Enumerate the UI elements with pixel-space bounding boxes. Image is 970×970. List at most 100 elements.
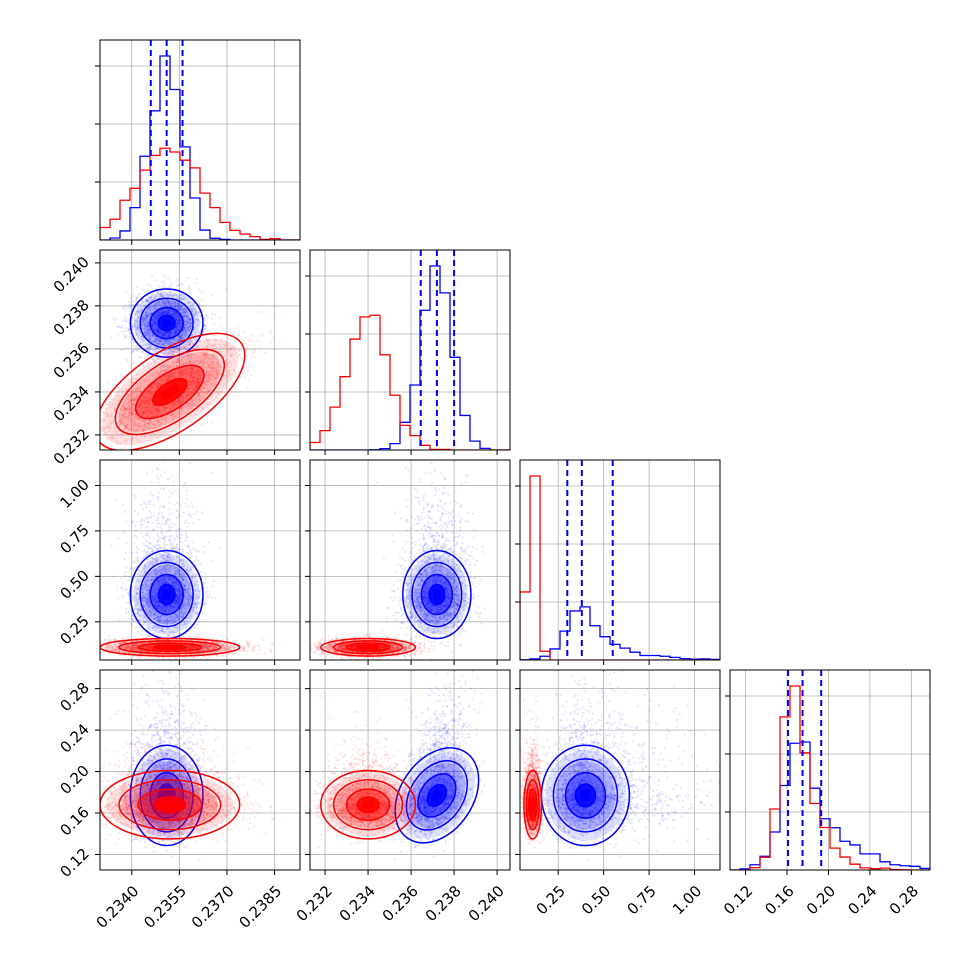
scatter-point xyxy=(96,438,98,440)
scatter-point xyxy=(175,303,178,306)
scatter-point xyxy=(160,312,163,315)
scatter-point xyxy=(168,291,172,294)
scatter-point xyxy=(158,310,162,313)
scatter-point xyxy=(193,333,197,336)
scatter-point xyxy=(167,366,170,370)
scatter-point xyxy=(179,325,182,328)
scatter-point xyxy=(196,312,200,315)
scatter-point xyxy=(145,320,148,323)
scatter-point xyxy=(156,311,159,314)
scatter-point xyxy=(163,339,166,342)
scatter-point xyxy=(191,310,194,314)
scatter-point xyxy=(154,295,158,298)
scatter-point xyxy=(143,305,146,308)
scatter-point xyxy=(170,305,173,308)
scatter-point xyxy=(176,346,179,349)
scatter-point xyxy=(246,355,249,358)
scatter-point xyxy=(178,309,181,312)
scatter-point xyxy=(161,309,164,312)
scatter-point xyxy=(173,305,176,308)
scatter-point xyxy=(168,330,171,334)
scatter-point xyxy=(150,340,153,343)
scatter-point xyxy=(149,334,152,337)
scatter-point xyxy=(179,297,182,300)
scatter-point xyxy=(169,342,172,345)
scatter-point xyxy=(172,313,175,316)
scatter-point xyxy=(119,374,122,377)
scatter-point xyxy=(142,316,145,319)
scatter-point xyxy=(154,326,157,329)
scatter-point xyxy=(183,346,186,350)
scatter-point xyxy=(167,334,170,338)
scatter-point xyxy=(170,300,174,304)
scatter-point xyxy=(118,325,121,328)
scatter-point xyxy=(155,329,158,332)
scatter-point xyxy=(176,329,179,332)
scatter-point xyxy=(183,332,186,335)
scatter-point xyxy=(183,294,186,298)
scatter-point xyxy=(161,335,164,338)
scatter-point xyxy=(127,329,130,332)
scatter-point xyxy=(152,349,155,352)
scatter-point xyxy=(185,330,188,333)
scatter-point xyxy=(191,307,195,310)
scatter-point xyxy=(172,293,175,297)
scatter-point xyxy=(154,315,157,318)
scatter-point xyxy=(147,344,151,347)
scatter-point xyxy=(112,317,115,320)
scatter-point xyxy=(144,314,148,317)
scatter-point xyxy=(162,334,166,337)
scatter-point xyxy=(183,327,187,330)
scatter-point xyxy=(193,331,196,334)
scatter-point xyxy=(167,308,170,312)
scatter-point xyxy=(174,326,178,329)
scatter-point xyxy=(182,336,185,339)
scatter-point xyxy=(164,312,167,315)
scatter-point xyxy=(176,337,179,340)
scatter-point xyxy=(153,316,156,319)
scatter-point xyxy=(145,299,148,302)
scatter-point xyxy=(177,321,181,325)
scatter-point xyxy=(158,304,161,307)
scatter-point xyxy=(194,308,197,311)
scatter-point xyxy=(167,300,170,303)
scatter-point xyxy=(121,307,124,310)
scatter-point xyxy=(189,291,192,294)
scatter-point xyxy=(157,303,161,306)
scatter-point xyxy=(135,346,138,349)
scatter-point xyxy=(181,350,184,353)
scatter-point xyxy=(176,328,179,331)
scatter-point xyxy=(158,301,161,304)
scatter-point xyxy=(184,329,187,332)
scatter-point xyxy=(167,308,170,311)
scatter-point xyxy=(88,457,90,459)
scatter-point xyxy=(163,344,166,347)
scatter-point xyxy=(180,298,183,301)
scatter-point xyxy=(189,306,192,309)
scatter-point xyxy=(164,339,167,342)
scatter-point xyxy=(201,304,205,307)
scatter-point xyxy=(173,316,176,319)
scatter-point xyxy=(165,364,168,367)
scatter-point xyxy=(142,323,145,326)
scatter-point xyxy=(142,326,145,329)
scatter-point xyxy=(182,298,185,301)
scatter-point xyxy=(168,333,172,336)
scatter-point xyxy=(156,327,159,330)
scatter-point xyxy=(150,339,153,342)
scatter-point xyxy=(135,304,139,308)
scatter-point xyxy=(164,339,167,343)
scatter-point xyxy=(198,321,201,324)
scatter-point xyxy=(170,352,173,355)
scatter-point xyxy=(122,451,124,453)
scatter-point xyxy=(171,309,174,313)
scatter-point xyxy=(95,419,97,421)
scatter-point xyxy=(143,328,146,331)
scatter-point xyxy=(167,334,170,337)
scatter-point xyxy=(159,331,162,334)
scatter-point xyxy=(136,337,140,340)
scatter-point xyxy=(197,312,201,315)
scatter-point xyxy=(247,369,250,372)
scatter-point xyxy=(157,342,160,345)
scatter-point xyxy=(158,340,162,343)
